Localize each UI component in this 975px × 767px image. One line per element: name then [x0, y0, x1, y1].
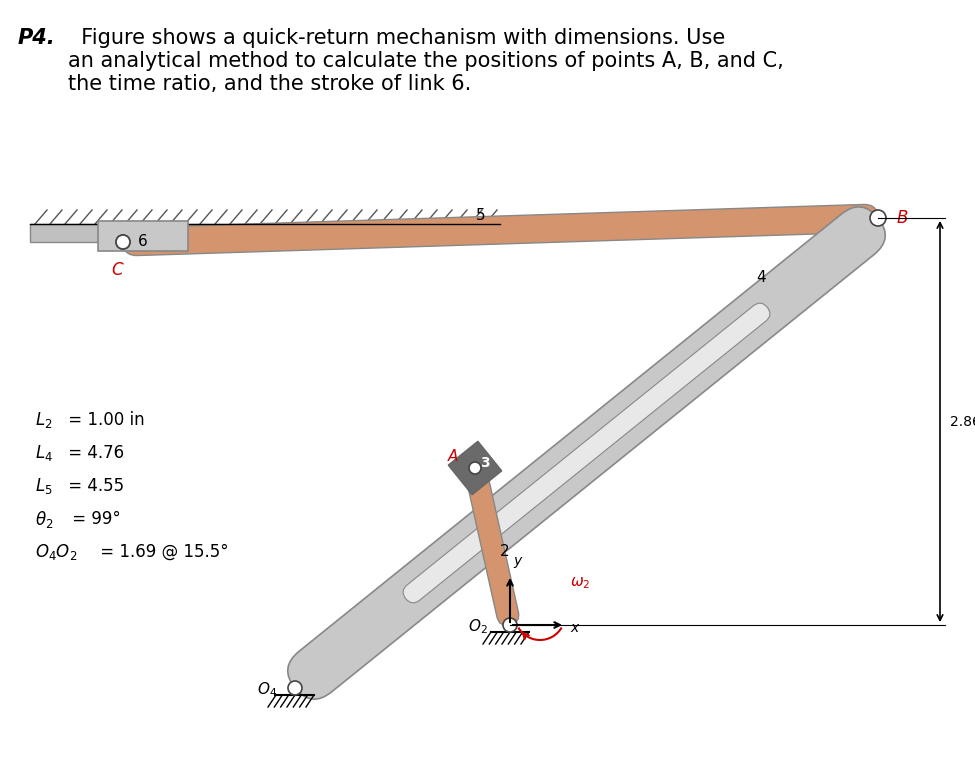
Text: $\omega_2$: $\omega_2$: [569, 575, 590, 591]
Text: 2: 2: [499, 544, 509, 559]
Text: 5: 5: [476, 208, 486, 222]
Text: $x$: $x$: [570, 621, 581, 635]
Text: $A$: $A$: [447, 448, 459, 464]
FancyBboxPatch shape: [288, 207, 885, 700]
Text: $C$: $C$: [111, 261, 125, 279]
Text: $B$: $B$: [896, 209, 909, 227]
Circle shape: [870, 210, 886, 226]
Text: $O_2$: $O_2$: [468, 617, 488, 637]
Circle shape: [503, 618, 517, 632]
FancyBboxPatch shape: [123, 205, 878, 255]
FancyBboxPatch shape: [403, 303, 770, 603]
Bar: [30, 224, 500, 242]
FancyBboxPatch shape: [448, 441, 502, 495]
Circle shape: [469, 462, 481, 474]
Text: = 4.76: = 4.76: [63, 444, 124, 462]
Text: = 4.55: = 4.55: [63, 477, 124, 495]
Text: $L_5$: $L_5$: [35, 476, 53, 496]
Text: = 1.00 in: = 1.00 in: [63, 411, 144, 429]
Text: 6: 6: [138, 233, 148, 249]
Text: $L_4$: $L_4$: [35, 443, 53, 463]
Text: $L_2$: $L_2$: [35, 410, 53, 430]
Circle shape: [116, 235, 130, 249]
Bar: [98, 221, 188, 251]
Text: $\theta_2$: $\theta_2$: [35, 509, 54, 529]
Text: Figure shows a quick-return mechanism with dimensions. Use
an analytical method : Figure shows a quick-return mechanism wi…: [68, 28, 784, 94]
Text: $O_4$: $O_4$: [256, 680, 277, 700]
Circle shape: [288, 681, 302, 695]
Text: P4.: P4.: [18, 28, 56, 48]
Text: $y$: $y$: [513, 555, 524, 570]
Text: 2.86 in: 2.86 in: [950, 414, 975, 429]
Text: 3: 3: [480, 456, 489, 470]
Text: = 99°: = 99°: [67, 510, 121, 528]
Text: 4: 4: [757, 269, 766, 285]
Circle shape: [116, 235, 130, 249]
FancyBboxPatch shape: [466, 468, 519, 625]
Text: $O_4O_2$: $O_4O_2$: [35, 542, 77, 562]
Text: = 1.69 @ 15.5°: = 1.69 @ 15.5°: [95, 543, 228, 561]
